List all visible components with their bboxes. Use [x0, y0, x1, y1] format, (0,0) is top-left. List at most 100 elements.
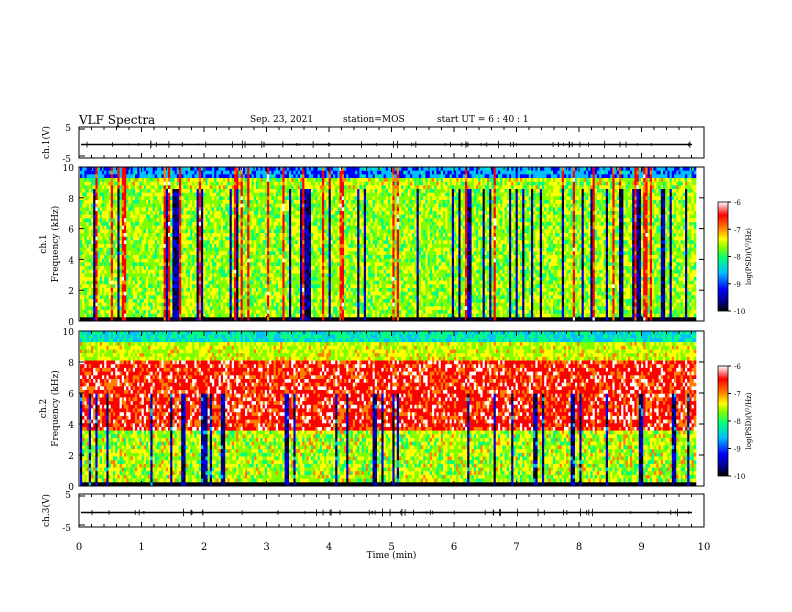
spectrogram-cell [252, 215, 255, 219]
spectrogram-cell [190, 185, 193, 189]
spectrogram-cell [265, 222, 268, 226]
spectrogram-cell [216, 218, 219, 222]
spectrogram-cell [260, 229, 263, 233]
spectrogram-cell [221, 259, 224, 263]
spectrogram-cell [203, 211, 206, 215]
spectrogram-cell [232, 284, 235, 288]
spectrogram-cell [210, 310, 213, 314]
spectrogram-cell [91, 314, 94, 318]
spectrogram-cell [197, 178, 200, 182]
spectrogram-cell [258, 178, 261, 182]
spectrogram-cell [304, 182, 307, 186]
spectrogram-cell [293, 310, 296, 314]
spectrogram-cell [157, 233, 160, 237]
spectrogram-cell [135, 292, 138, 296]
spectrogram-cell [267, 240, 270, 244]
spectrogram-cell [216, 237, 219, 241]
spectrogram-cell [282, 273, 285, 277]
spectrogram-cell [265, 259, 268, 263]
spectrogram-cell [208, 211, 211, 215]
spectrogram-cell [175, 244, 178, 248]
spectrogram-cell [175, 270, 178, 274]
spectrogram-cell [309, 167, 312, 171]
spectrogram-cell [98, 171, 101, 175]
spectrogram-cell [98, 295, 101, 299]
spectrogram-cell [300, 310, 303, 314]
spectrogram-cell [300, 167, 303, 171]
spectrogram-cell [148, 299, 151, 303]
spectrogram-cell [271, 182, 274, 186]
spectrogram-cell [192, 233, 195, 237]
spectrogram-cell [203, 266, 206, 270]
spectrogram-cell [164, 240, 167, 244]
spectrogram-cell [144, 262, 147, 266]
spectrogram-cell [304, 189, 307, 193]
spectrogram-cell [120, 255, 123, 259]
spectrogram-cell [93, 259, 96, 263]
spectrogram-cell [131, 306, 134, 310]
spectrogram-cell [197, 229, 200, 233]
spectrogram-cell [175, 262, 178, 266]
spectrogram-cell [208, 266, 211, 270]
spectrogram-cell [333, 270, 336, 274]
spectrogram-cell [280, 193, 283, 197]
spectrogram-cell [109, 244, 112, 248]
spectrogram-cell [175, 215, 178, 219]
spectrogram-cell [304, 167, 307, 171]
spectrogram-cell [155, 204, 158, 208]
spectrogram-cell [120, 196, 123, 200]
spectrogram-cell [315, 255, 318, 259]
spectrogram-cell [192, 229, 195, 233]
spectrogram-cell [214, 200, 217, 204]
spectrogram-cell [192, 237, 195, 241]
spectrogram-cell [201, 182, 204, 186]
spectrogram-cell [100, 193, 103, 197]
spectrogram-cell [117, 226, 120, 230]
spectrogram-cell [133, 255, 136, 259]
spectrogram-cell [221, 237, 224, 241]
spectrogram-cell [256, 295, 259, 299]
spectrogram-cell [324, 189, 327, 193]
spectrogram-cell [300, 303, 303, 307]
spectrogram-cell [221, 295, 224, 299]
spectrogram-cell [276, 185, 279, 189]
spectrogram-cell [82, 196, 85, 200]
spectrogram-cell [333, 211, 336, 215]
spectrogram-cell [161, 266, 164, 270]
spectrogram-cell [216, 178, 219, 182]
spectrogram-cell [318, 222, 321, 226]
spectrogram-cell [133, 174, 136, 178]
spectrogram-cell [84, 281, 87, 285]
spectrogram-cell [221, 196, 224, 200]
spectrogram-cell [177, 237, 180, 241]
spectrogram-cell [100, 314, 103, 318]
spectrogram-cell [221, 314, 224, 318]
spectrogram-cell [157, 248, 160, 252]
spectrogram-cell [232, 237, 235, 241]
spectrogram-cell [124, 310, 127, 314]
spectrogram-cell [263, 310, 266, 314]
spectrogram-cell [188, 240, 191, 244]
spectrogram-cell [287, 233, 290, 237]
spectrogram-cell [190, 262, 193, 266]
spectrogram-cell [115, 189, 118, 193]
spectrogram-cell [291, 178, 294, 182]
spectrogram-cell [192, 288, 195, 292]
spectrogram-cell [168, 193, 171, 197]
spectrogram-cell [309, 284, 312, 288]
spectrogram-cell [115, 273, 118, 277]
spectrogram-cell [293, 240, 296, 244]
spectrogram-cell [137, 270, 140, 274]
spectrogram-cell [309, 299, 312, 303]
spectrogram-cell [212, 226, 215, 230]
spectrogram-cell [274, 266, 277, 270]
spectrogram-cell [300, 284, 303, 288]
spectrogram-cell [93, 310, 96, 314]
spectrogram-cell [230, 273, 233, 277]
spectrogram-cell [329, 222, 332, 226]
spectrogram-cell [208, 215, 211, 219]
spectrogram-cell [131, 200, 134, 204]
spectrogram-cell [183, 204, 186, 208]
spectrogram-cell [315, 237, 318, 241]
spectrogram-cell [115, 255, 118, 259]
